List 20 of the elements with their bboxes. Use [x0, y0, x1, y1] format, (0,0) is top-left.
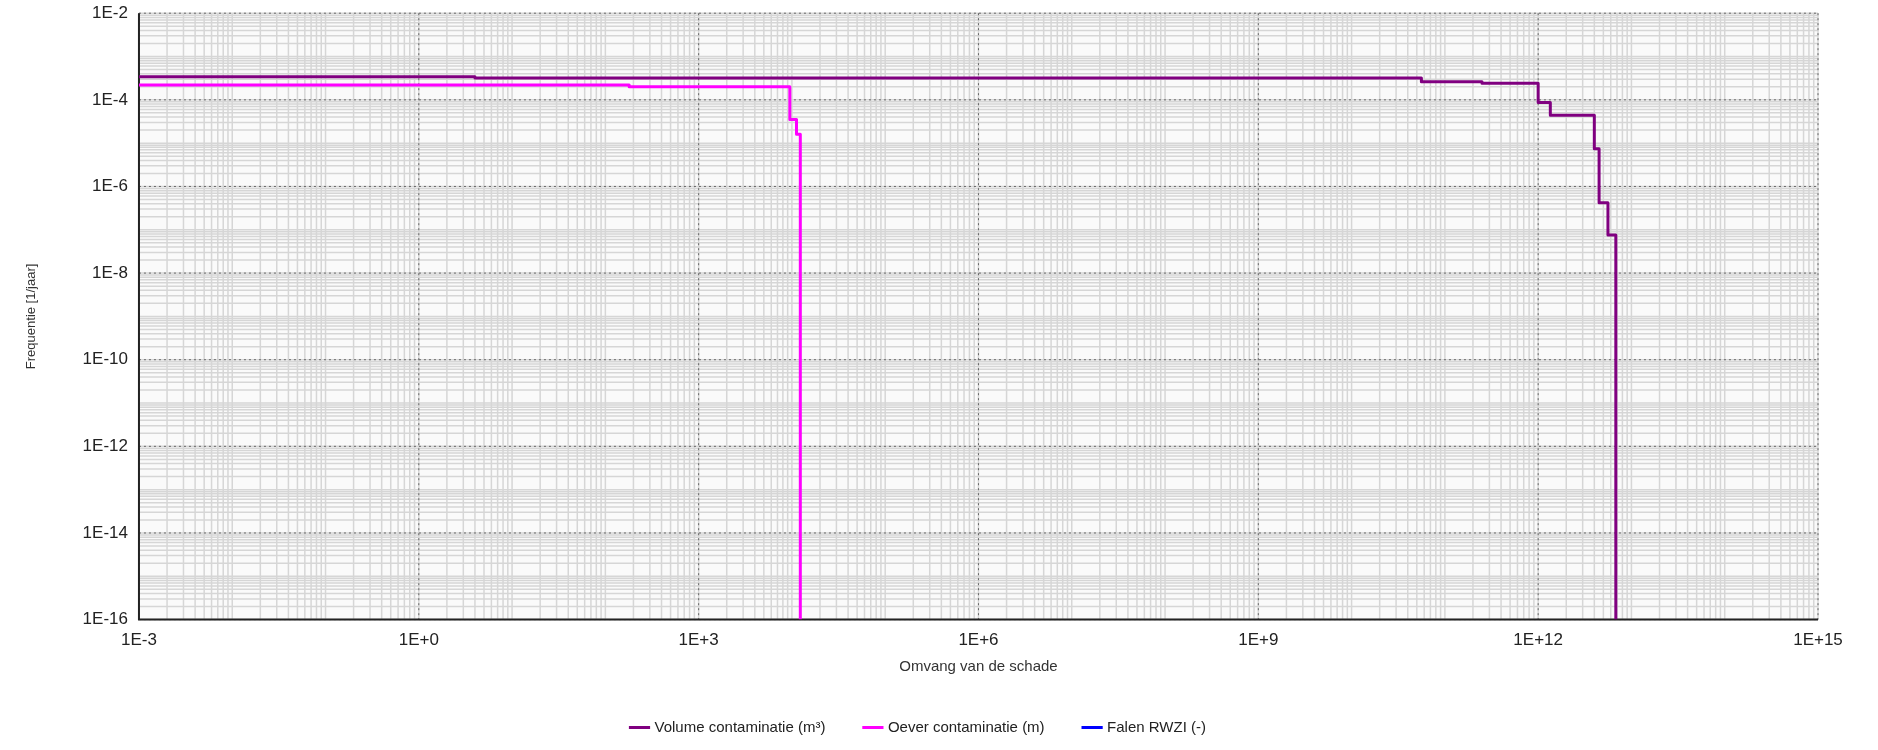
y-tick-label: 1E-2 [92, 2, 128, 22]
y-tick-label: 1E-6 [92, 176, 128, 196]
y-tick-label: 1E-10 [82, 349, 128, 369]
x-tick-label: 1E+9 [1238, 630, 1279, 650]
y-tick-label: 1E-8 [92, 262, 128, 282]
y-tick-label: 1E-14 [82, 522, 128, 542]
x-axis-title: Omvang van de schade [899, 657, 1058, 675]
x-tick-label: 1E+15 [1793, 630, 1843, 650]
x-tick-label: 1E+3 [678, 630, 719, 650]
y-tick-label: 1E-16 [82, 609, 128, 629]
legend-label: Oever contaminatie (m) [887, 717, 1045, 735]
y-tick-label: 1E-4 [92, 89, 128, 109]
x-tick-label: 1E+12 [1513, 630, 1563, 650]
legend-label: Falen RWZI (-) [1107, 717, 1207, 735]
y-tick-label: 1E-12 [82, 436, 128, 456]
x-tick-label: 1E-3 [121, 630, 157, 650]
legend-label: Volume contaminatie (m³) [654, 717, 826, 735]
x-tick-label: 1E+6 [958, 630, 999, 650]
x-tick-label: 1E+0 [398, 630, 439, 650]
y-axis-title: Frequentie [1/jaar] [23, 263, 39, 370]
